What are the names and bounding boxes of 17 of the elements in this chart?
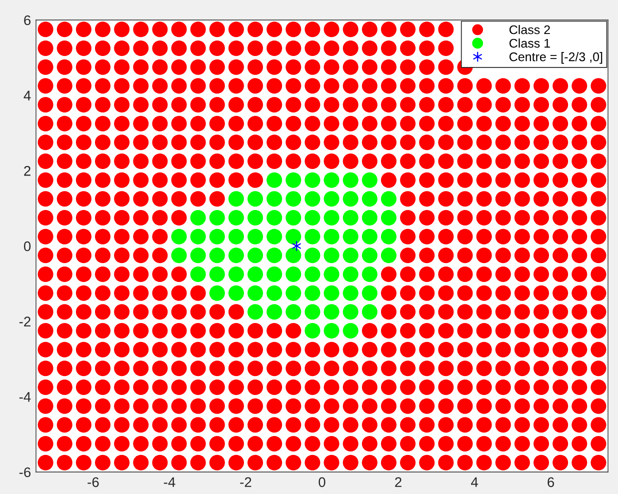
x-tick-label: -4 [164, 477, 176, 487]
x-tick-label: -2 [240, 477, 252, 487]
x-tick-label: -6 [88, 477, 99, 488]
y-tick-label: -4 [19, 392, 31, 402]
y-tick-label: -2 [19, 316, 30, 326]
x-tick-label: 4 [470, 477, 478, 487]
y-tick-label: 4 [24, 90, 31, 100]
y-tick-label: 6 [24, 15, 31, 26]
legend-label: Class 1 [509, 38, 550, 48]
y-tick-label: 2 [24, 166, 30, 176]
y-tick-label: -6 [19, 467, 31, 478]
y-tick-label: 0 [24, 241, 31, 252]
x-tick-label: 0 [318, 477, 326, 488]
legend-label: Class 2 [509, 25, 550, 34]
legend-label: Centre = [-2/3 ,0] [509, 52, 602, 64]
x-tick-label: 2 [395, 477, 402, 487]
x-tick-label: 6 [548, 477, 554, 488]
